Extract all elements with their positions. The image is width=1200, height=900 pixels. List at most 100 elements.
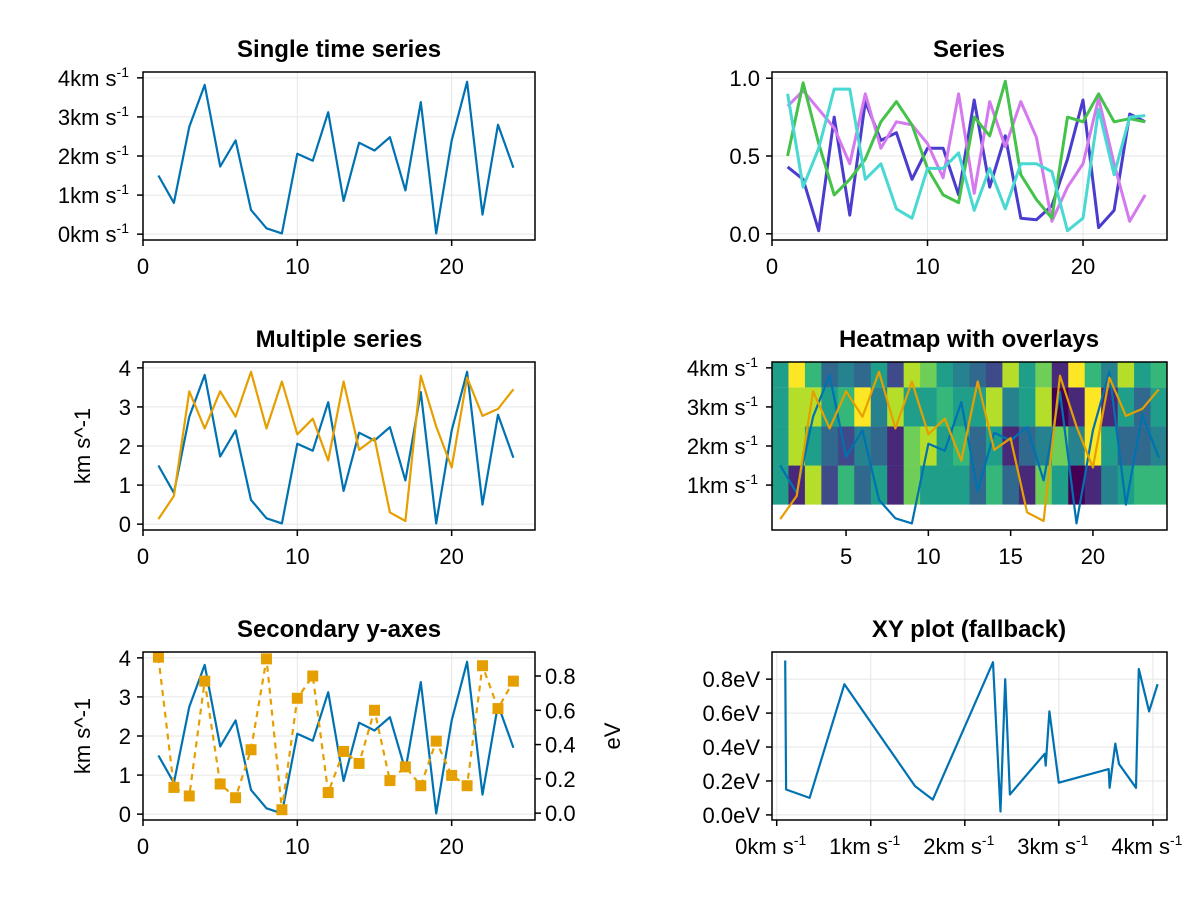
heatmap-cell bbox=[1101, 426, 1119, 466]
x-tick-label: 20 bbox=[439, 834, 463, 859]
y-tick-label: 1 bbox=[119, 763, 131, 788]
heatmap-cell bbox=[1117, 387, 1135, 427]
axis-ticks: 0 10 20 0 1 2 3 4 0.0 0.2 0.4 0.6 0.8 bbox=[119, 646, 576, 859]
series-marker-right bbox=[199, 675, 211, 687]
heatmap-cell bbox=[772, 387, 789, 427]
y-tick-label: 0.6eV bbox=[703, 701, 761, 726]
heatmap-cell bbox=[1150, 362, 1168, 388]
heatmap-cell bbox=[772, 426, 789, 466]
heatmap-cell bbox=[804, 362, 822, 388]
series-lines bbox=[157, 80, 515, 235]
heatmap-cell bbox=[1018, 426, 1036, 466]
heatmap-cell bbox=[1084, 362, 1102, 388]
heatmap-cell bbox=[870, 465, 888, 505]
x-tick-label: 20 bbox=[1071, 254, 1095, 279]
x-tick-label: 4km s-1 bbox=[1111, 832, 1182, 859]
series-marker-right bbox=[230, 792, 242, 804]
panel-xy-plot-fallback: XY plot (fallback) 0km s-1 1km s-1 2km s-1… bbox=[703, 616, 1183, 859]
tick-value: 1km s bbox=[829, 834, 888, 859]
heatmap-cell bbox=[985, 465, 1003, 505]
panel-series: Series 0 10 20 0.0 0.5 1.0 bbox=[729, 36, 1168, 279]
x-tick-label: 0 bbox=[137, 544, 149, 569]
heatmap-cell bbox=[837, 362, 855, 388]
y-tick-label: 2 bbox=[119, 434, 131, 459]
y-tick-label: 4km s-1 bbox=[58, 64, 129, 91]
heatmap-cell bbox=[870, 426, 888, 466]
y-right-tick-label: 0.8 bbox=[545, 664, 576, 689]
heatmap-cell bbox=[920, 362, 938, 388]
y-tick-label: 4km s-1 bbox=[687, 354, 758, 381]
y-tick-label: 4 bbox=[119, 646, 131, 671]
series-lines bbox=[779, 370, 1160, 525]
heatmap-cell bbox=[920, 465, 938, 505]
y-right-tick-label: 0.0 bbox=[545, 801, 576, 826]
series-marker-right bbox=[291, 692, 303, 704]
tick-value: 0km s bbox=[58, 222, 117, 247]
heatmap-cell bbox=[887, 426, 905, 466]
x-tick-label: 3km s-1 bbox=[1017, 832, 1088, 859]
tick-value: 1km s bbox=[687, 473, 746, 498]
heatmap-cell bbox=[854, 465, 872, 505]
heatmap-cell bbox=[821, 465, 839, 505]
tick-superscript: -1 bbox=[117, 181, 130, 197]
tick-value: 2km s bbox=[58, 144, 117, 169]
heatmap-cell bbox=[854, 387, 872, 427]
heatmap-cell bbox=[953, 465, 970, 505]
series-marker-right bbox=[507, 675, 519, 687]
series-line-s2 bbox=[786, 89, 1147, 223]
tick-superscript: -1 bbox=[117, 103, 130, 119]
heatmap-cell bbox=[837, 465, 855, 505]
y-tick-label: 2 bbox=[119, 724, 131, 749]
panel-secondary-y-axes: Secondary y-axes 0 10 20012340.00.20.40.60… bbox=[70, 616, 625, 859]
series-marker-right bbox=[461, 780, 473, 792]
heatmap-cell bbox=[1117, 362, 1135, 388]
heatmap-cell bbox=[788, 387, 806, 427]
heatmap-cell bbox=[985, 387, 1003, 427]
series-line-b bbox=[157, 370, 515, 523]
y-tick-label: 1.0 bbox=[729, 66, 760, 91]
panel-multiple-series: Multiple series 0 10 20 0 1 2 3 4 km s^-1 bbox=[70, 326, 536, 569]
tick-value: 4km s bbox=[1111, 834, 1170, 859]
heatmap-cell bbox=[788, 362, 806, 388]
series-line-a bbox=[157, 370, 515, 525]
series-marker-right bbox=[260, 653, 272, 665]
x-tick-label: 0 bbox=[137, 834, 149, 859]
y-tick-label: 0.4eV bbox=[703, 735, 761, 760]
heatmap-cell bbox=[1035, 387, 1053, 427]
heatmap-cell bbox=[1002, 465, 1020, 505]
series-marker-right bbox=[322, 787, 334, 799]
tick-value: 4km s bbox=[58, 66, 117, 91]
x-tick-label: 5 bbox=[840, 544, 852, 569]
x-tick-label: 0km s-1 bbox=[735, 832, 806, 859]
series-lines bbox=[157, 370, 515, 525]
tick-value: 1km s bbox=[58, 183, 117, 208]
heatmap-cell bbox=[870, 387, 888, 427]
series-marker-right bbox=[477, 660, 489, 672]
y-tick-label: 0.2eV bbox=[703, 769, 761, 794]
y-axis-label: km s^-1 bbox=[70, 698, 95, 774]
heatmap-cell bbox=[804, 465, 822, 505]
panel-title: Secondary y-axes bbox=[237, 616, 441, 643]
grid bbox=[142, 72, 535, 240]
series-lines bbox=[784, 660, 1159, 813]
heatmap-cell bbox=[1051, 465, 1069, 505]
series-line-b bbox=[779, 370, 1160, 523]
tick-superscript: -1 bbox=[1170, 832, 1183, 848]
series-marker-right bbox=[338, 745, 350, 757]
panel-title: Multiple series bbox=[256, 326, 423, 353]
heatmap-cell bbox=[1068, 362, 1086, 388]
heatmap-cell bbox=[1150, 387, 1168, 427]
heatmap-cell bbox=[903, 362, 921, 388]
series-line-xy bbox=[784, 660, 1159, 813]
y-tick-label: 0 bbox=[119, 512, 131, 537]
tick-value: 0km s bbox=[735, 834, 794, 859]
panel-title: XY plot (fallback) bbox=[872, 616, 1066, 643]
series-marker-right bbox=[353, 757, 365, 769]
panel-title: Single time series bbox=[237, 36, 441, 63]
heatmap-cell bbox=[1068, 426, 1086, 466]
tick-value: 2km s bbox=[923, 834, 982, 859]
series-line-a bbox=[779, 370, 1160, 525]
heatmap-cell bbox=[1150, 426, 1168, 466]
